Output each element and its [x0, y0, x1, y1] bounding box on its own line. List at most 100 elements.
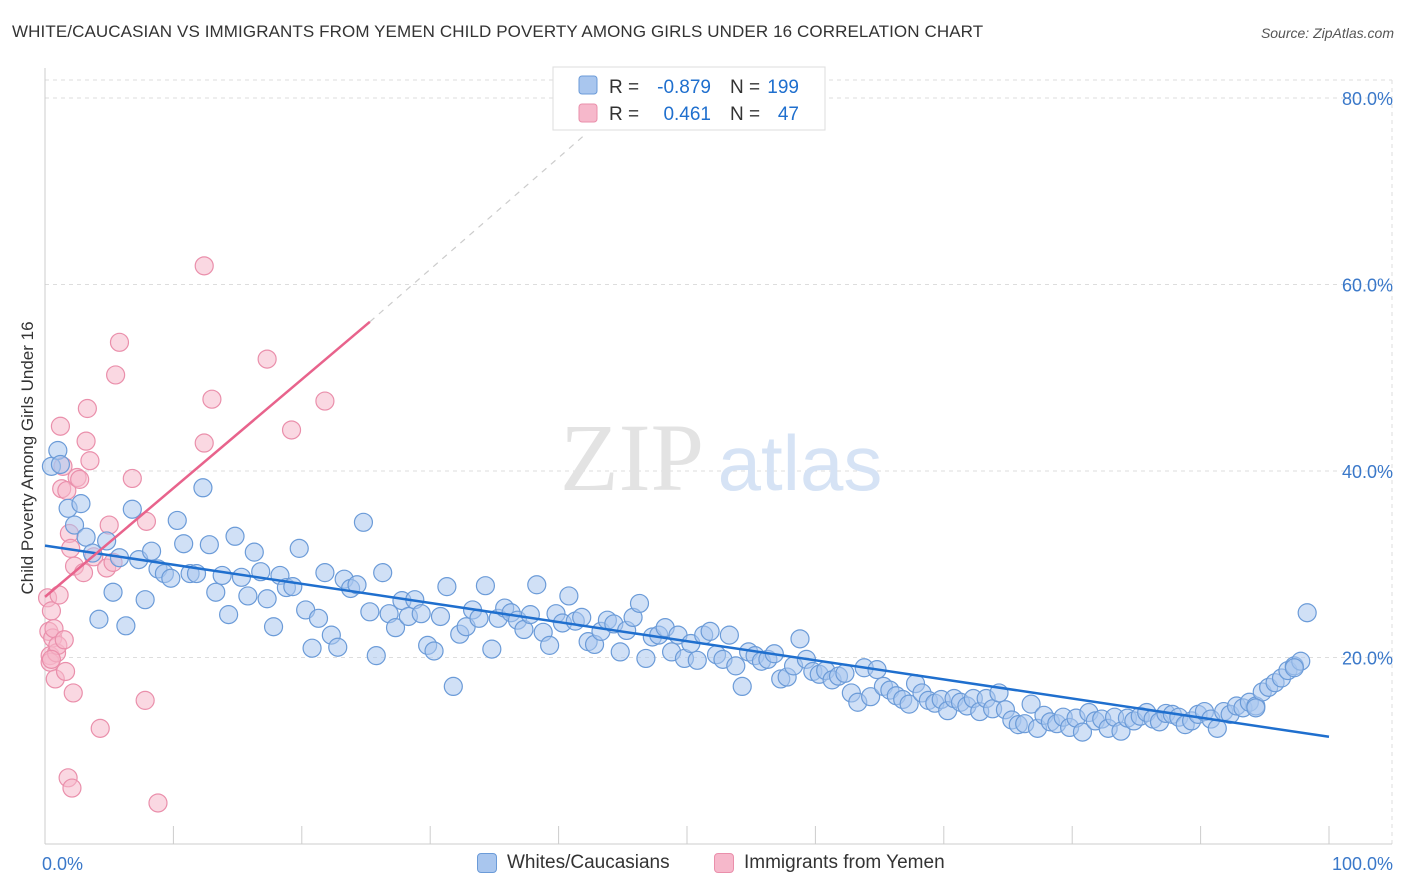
point-whites-35 [263, 617, 284, 637]
point-whites-75 [520, 605, 540, 625]
legend-swatch-yemen [714, 853, 734, 873]
point-whites-43 [315, 563, 335, 583]
point-whites-34 [257, 589, 277, 609]
point-yemen-21 [63, 683, 83, 703]
point-yemen-36 [122, 468, 142, 489]
legend-n-value-pink: 47 [778, 104, 799, 125]
trend-lines [44, 134, 1330, 738]
point-whites-196 [1297, 603, 1317, 623]
point-whites-61 [430, 606, 451, 627]
point-yemen-43 [257, 349, 277, 369]
point-whites-13 [122, 499, 142, 519]
point-yemen-28 [80, 451, 100, 471]
point-whites-106 [719, 625, 739, 645]
legend-swatch-whites [477, 853, 497, 873]
y-tick-label-80: 80.0% [1342, 89, 1393, 109]
trend-line-yemen-extension [369, 134, 585, 323]
point-yemen-41 [194, 433, 214, 453]
point-yemen-40 [194, 256, 214, 276]
source-credit: Source: ZipAtlas.com [1260, 25, 1394, 41]
point-whites-63 [443, 676, 463, 697]
point-whites-108 [732, 676, 752, 697]
tick-labels: 20.0% 40.0% 60.0% 80.0% 0.0% 100.0% [42, 89, 1393, 874]
point-yemen-46 [41, 649, 62, 669]
point-whites-92 [629, 593, 650, 614]
point-whites-161 [1072, 722, 1093, 742]
point-whites-124 [835, 663, 855, 683]
point-whites-9 [97, 531, 117, 551]
point-whites-78 [540, 635, 560, 655]
point-whites-31 [238, 586, 258, 606]
point-whites-52 [373, 563, 393, 583]
point-yemen-39 [148, 793, 168, 813]
point-yemen-34 [106, 365, 126, 385]
point-whites-153 [1021, 694, 1041, 714]
point-yemen-42 [202, 389, 222, 409]
point-whites-198 [1284, 658, 1304, 678]
point-whites-20 [167, 510, 187, 531]
point-whites-29 [225, 526, 245, 546]
point-yemen-15 [55, 661, 76, 682]
point-whites-19 [161, 568, 181, 588]
legend-swatch-blue [578, 75, 598, 95]
y-tick-label-60: 60.0% [1342, 276, 1393, 296]
point-whites-62 [437, 577, 457, 597]
watermark: ZIP atlas [560, 404, 882, 511]
y-axis-label: Child Poverty Among Girls Under 16 [18, 321, 37, 594]
point-yemen-44 [281, 420, 302, 440]
point-whites-60 [424, 641, 444, 661]
blue-series-points [41, 440, 1317, 742]
point-yemen-35 [109, 332, 130, 352]
point-whites-50 [360, 602, 380, 622]
point-whites-76 [527, 575, 547, 595]
point-whites-39 [289, 538, 309, 558]
point-whites-69 [482, 639, 502, 659]
point-whites-68 [475, 576, 496, 596]
point-whites-26 [206, 582, 226, 602]
y-tick-label-20: 20.0% [1342, 649, 1393, 669]
point-yemen-24 [70, 469, 90, 489]
point-whites-58 [411, 604, 431, 624]
point-whites-45 [328, 637, 348, 657]
point-whites-21 [174, 534, 194, 554]
point-whites-48 [347, 575, 367, 595]
legend-item-whites: Whites/Caucasians [477, 852, 670, 874]
legend-label-yemen: Immigrants from Yemen [744, 852, 945, 873]
point-whites-24 [193, 478, 213, 498]
point-yemen-20 [62, 778, 82, 798]
trend-line-yemen [44, 320, 371, 598]
point-whites-103 [700, 621, 720, 641]
legend-n-label-pink: N = [730, 104, 760, 125]
point-whites-15 [135, 590, 155, 610]
point-whites-197 [1246, 698, 1266, 718]
point-yemen-27 [77, 398, 97, 419]
point-whites-89 [610, 642, 630, 662]
point-yemen-32 [99, 515, 119, 535]
correlation-legend: R = -0.879 N = 199 R = 0.461 N = 47 [552, 66, 826, 131]
legend-swatch-pink [578, 103, 598, 123]
chart-title: WHITE/CAUCASIAN VS IMMIGRANTS FROM YEMEN… [12, 22, 984, 41]
point-whites-117 [790, 629, 810, 649]
point-whites-93 [636, 648, 656, 669]
legend-n-value-blue: 199 [767, 77, 799, 98]
point-whites-128 [861, 687, 881, 707]
point-whites-2 [50, 454, 71, 475]
point-whites-25 [199, 535, 219, 555]
trend-line-whites [44, 544, 1330, 738]
point-whites-41 [302, 638, 322, 658]
point-yemen-37 [135, 690, 155, 710]
point-whites-30 [231, 567, 252, 587]
point-yemen-26 [76, 431, 96, 451]
point-whites-107 [726, 656, 746, 676]
point-whites-28 [219, 605, 239, 625]
point-whites-81 [559, 586, 579, 606]
legend-n-label-blue: N = [730, 77, 760, 98]
point-yemen-4 [41, 601, 62, 621]
point-yemen-30 [90, 718, 110, 738]
point-whites-54 [385, 618, 406, 638]
point-yemen-25 [73, 563, 94, 583]
legend-r-value-blue: -0.879 [657, 77, 711, 98]
point-whites-16 [141, 541, 162, 561]
x-tick-label-0: 0.0% [42, 854, 83, 874]
legend-item-yemen: Immigrants from Yemen [714, 852, 945, 874]
